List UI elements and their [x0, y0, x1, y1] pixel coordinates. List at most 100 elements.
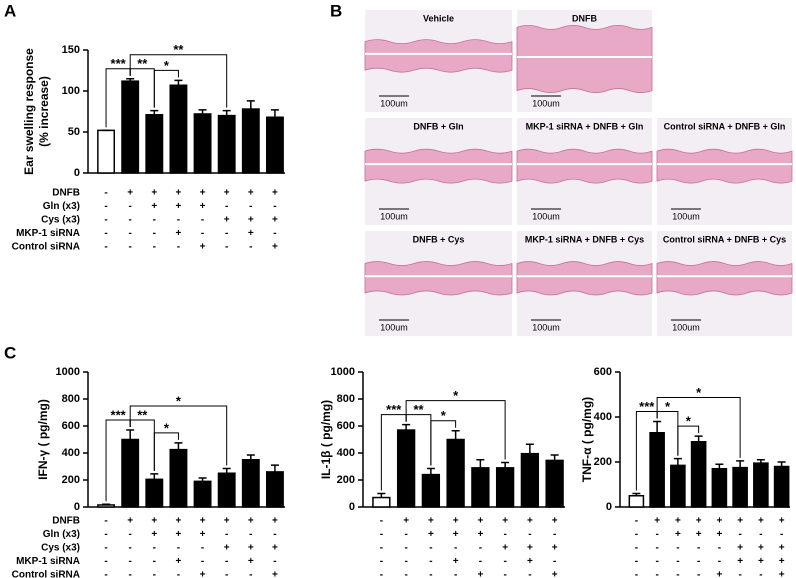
condition-sign: - [129, 570, 132, 578]
tissue [656, 261, 793, 296]
bar [145, 478, 164, 508]
condition-sign: - [655, 570, 658, 578]
significance-label: * [164, 420, 170, 435]
condition-sign: + [477, 529, 483, 540]
bar [446, 438, 465, 508]
condition-sign: + [248, 516, 254, 527]
condition-sign: - [104, 188, 107, 199]
condition-sign: - [429, 556, 432, 567]
condition-sign: + [248, 543, 254, 554]
condition-sign: - [129, 556, 132, 567]
bar [732, 466, 748, 508]
condition-sign: + [502, 543, 508, 554]
condition-sign: + [453, 516, 459, 527]
significance-label: ** [173, 42, 184, 57]
y-tick-label: 400 [594, 411, 612, 423]
error-bar [476, 459, 485, 468]
error-bar [402, 423, 411, 431]
y-axis-label: IFN-γ ( pg/mg) [36, 399, 50, 480]
significance-bracket [129, 54, 228, 108]
error-bar [451, 429, 460, 440]
error-bar [632, 492, 641, 496]
bar [241, 108, 260, 174]
y-tick-label: 0 [606, 501, 612, 513]
condition-sign: - [528, 529, 531, 540]
error-bar [246, 454, 255, 460]
scale-label: 100um [380, 98, 408, 108]
condition-sign: + [224, 543, 230, 554]
condition-sign: + [200, 516, 206, 527]
y-tick-label: 400 [62, 447, 80, 459]
bar [372, 496, 391, 508]
condition-label: MKP-1 siRNA [16, 556, 80, 567]
y-tick-label: 0 [74, 167, 80, 179]
panel-label: C [4, 343, 16, 362]
significance-bracket [153, 69, 179, 108]
significance-label: *** [386, 402, 402, 417]
histology-label: MKP-1 siRNA + DNFB + Gln [526, 121, 644, 131]
scale-label: 100um [532, 98, 560, 108]
condition-sign: + [272, 543, 278, 554]
y-tick-label: 0 [74, 501, 80, 513]
condition-sign: + [176, 556, 182, 567]
condition-sign: - [404, 543, 407, 554]
y-tick-label: 50 [68, 126, 80, 138]
condition-sign: - [404, 529, 407, 540]
tissue [656, 148, 793, 184]
error-bar [222, 467, 231, 474]
error-bar [126, 77, 135, 82]
condition-sign: - [273, 556, 276, 567]
condition-sign: + [654, 516, 660, 527]
condition-sign: + [224, 188, 230, 199]
histology-label: DNFB + Gln [413, 121, 463, 131]
bar [471, 467, 490, 508]
condition-sign: + [200, 242, 206, 253]
condition-sign: - [177, 543, 180, 554]
y-tick-label: 800 [62, 393, 80, 405]
condition-sign: - [201, 556, 204, 567]
condition-sign: - [104, 529, 107, 540]
bar [649, 432, 665, 508]
condition-sign: + [248, 228, 254, 239]
condition-sign: - [201, 543, 204, 554]
histology-label: Control siRNA + DNFB + Cys [663, 234, 786, 244]
condition-sign: + [552, 543, 558, 554]
error-bar [102, 503, 111, 506]
tissue [516, 261, 653, 296]
condition-sign: + [758, 543, 764, 554]
bar [265, 471, 284, 508]
condition-sign: + [248, 556, 254, 567]
condition-sign: - [129, 201, 132, 212]
histology-label: DNFB + Cys [413, 234, 465, 244]
error-bar [673, 457, 682, 466]
y-tick-label: 400 [337, 447, 355, 459]
bar [193, 113, 212, 174]
condition-sign: + [737, 543, 743, 554]
condition-sign: - [697, 570, 700, 578]
condition-sign: - [676, 570, 679, 578]
condition-sign: - [738, 570, 741, 578]
error-bar [270, 464, 279, 472]
condition-sign: - [129, 543, 132, 554]
condition-sign: + [272, 188, 278, 199]
tissue [364, 39, 513, 73]
bar [241, 459, 260, 508]
condition-sign: - [273, 529, 276, 540]
significance-bracket [153, 432, 179, 471]
condition-sign: + [779, 543, 785, 554]
error-bar [426, 467, 435, 475]
condition-sign: + [403, 516, 409, 527]
histology-label: MKP-1 siRNA + DNFB + Cys [525, 234, 644, 244]
condition-sign: + [779, 516, 785, 527]
condition-sign: + [224, 215, 230, 226]
condition-sign: - [479, 543, 482, 554]
error-bar [550, 454, 559, 461]
significance-bracket [405, 400, 506, 460]
error-bar [777, 461, 786, 467]
condition-sign: - [635, 556, 638, 567]
y-tick-label: 0 [349, 501, 355, 513]
condition-sign: + [527, 516, 533, 527]
y-tick-label: 600 [337, 420, 355, 432]
condition-sign: + [272, 242, 278, 253]
condition-sign: + [527, 556, 533, 567]
